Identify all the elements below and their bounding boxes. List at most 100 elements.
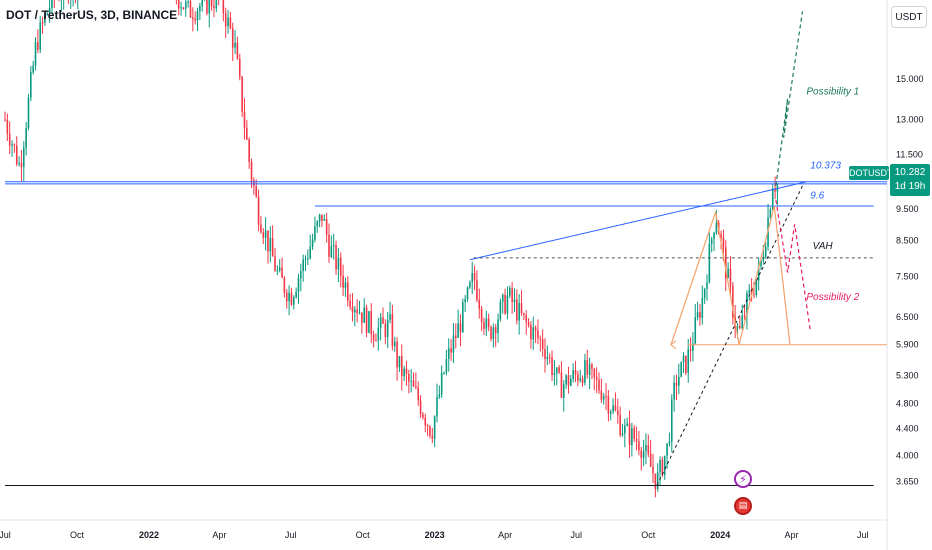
candle-body (710, 239, 713, 244)
candle-body (624, 425, 626, 434)
symbol-price-tag: DOTUSDT (849, 166, 893, 180)
candle-body (546, 357, 549, 360)
candle-body (706, 282, 708, 289)
candle-body (445, 358, 448, 373)
chart-annotation: 9.6 (810, 191, 824, 202)
candle-body (769, 209, 772, 218)
candle-body (391, 314, 394, 347)
candle-body (635, 438, 638, 442)
candle-body (206, 0, 208, 14)
candle-body (384, 323, 387, 337)
candle-body (187, 1, 189, 3)
x-tick-label: 2024 (710, 530, 730, 540)
candle-body (715, 222, 718, 233)
candle-body (687, 349, 690, 373)
candle-body (508, 287, 511, 296)
y-tick-label: 13.000 (896, 115, 924, 125)
candle-body (224, 13, 227, 27)
candle-body (598, 379, 600, 391)
candle-body (553, 373, 556, 375)
candle-body (300, 270, 302, 279)
candle-body (201, 0, 204, 7)
candle-body (616, 410, 619, 416)
candle-body (708, 243, 711, 283)
candle-body (462, 302, 464, 333)
candle-body (520, 303, 523, 314)
candle-body (551, 357, 553, 375)
candle-body (530, 325, 532, 340)
candle-body (398, 356, 401, 368)
candle-body (490, 327, 492, 339)
candle-body (337, 257, 340, 270)
candle-body (518, 303, 520, 321)
currency-button[interactable]: USDT (891, 6, 927, 28)
bar-countdown: 1d 19h (894, 181, 926, 192)
candle-body (668, 441, 671, 444)
candle-body (670, 399, 673, 442)
candle-body (673, 382, 675, 400)
candle-body (438, 394, 441, 397)
x-tick-label: Jul (857, 530, 869, 540)
candle-body (328, 234, 330, 257)
candle-body (516, 299, 518, 321)
candle-body (382, 317, 384, 324)
candle-body (746, 292, 748, 316)
candle-body (238, 58, 241, 77)
candle-body (292, 297, 295, 305)
candle-body (311, 239, 314, 247)
candle-body (771, 188, 774, 210)
candle-body (645, 445, 647, 452)
candle-body (565, 375, 567, 385)
candle-body (443, 372, 445, 374)
lightning-icon[interactable]: ⚡ (734, 470, 752, 488)
candle-body (408, 374, 410, 382)
candle-body (736, 326, 739, 328)
candle-body (732, 285, 734, 318)
candle-body (248, 139, 250, 162)
candle-body (621, 433, 624, 436)
candle-body (184, 1, 187, 9)
candle-body (403, 368, 405, 377)
candle-body (607, 395, 610, 414)
x-tick-label: Jul (285, 530, 297, 540)
candle-body (764, 246, 767, 257)
y-tick-label: 5.900 (896, 340, 919, 350)
candle-body (356, 309, 358, 314)
candle-body (605, 395, 607, 397)
candle-body (656, 472, 659, 490)
candle-body (619, 415, 621, 436)
candle-body (501, 294, 504, 302)
candle-body (574, 370, 577, 375)
candle-body (34, 42, 37, 66)
candle-body (372, 334, 375, 341)
candle-body (363, 307, 366, 323)
candle-body (539, 338, 542, 340)
candle-body (339, 257, 342, 276)
candle-body (32, 65, 34, 73)
candle-body (649, 453, 652, 467)
candle-body (494, 327, 497, 334)
candle-body (699, 312, 701, 318)
candle-body (748, 289, 751, 293)
candle-body (27, 97, 30, 128)
candle-body (654, 473, 657, 490)
candle-body (264, 230, 267, 238)
candle-body (257, 196, 260, 225)
candle-body (22, 147, 25, 168)
candle-body (20, 163, 23, 168)
candle-body (633, 428, 636, 439)
candle-body (678, 376, 680, 386)
candle-body (236, 42, 239, 59)
candle-body (562, 384, 565, 398)
candle-body (260, 224, 262, 233)
us-flag-icon[interactable]: ▤ (734, 497, 752, 515)
candle-body (511, 287, 513, 303)
y-tick-label: 6.500 (896, 312, 919, 322)
candle-body (760, 260, 762, 267)
candle-body (703, 288, 706, 298)
candle-body (513, 299, 516, 303)
candle-body (722, 237, 725, 248)
double-top-pattern (670, 205, 791, 345)
